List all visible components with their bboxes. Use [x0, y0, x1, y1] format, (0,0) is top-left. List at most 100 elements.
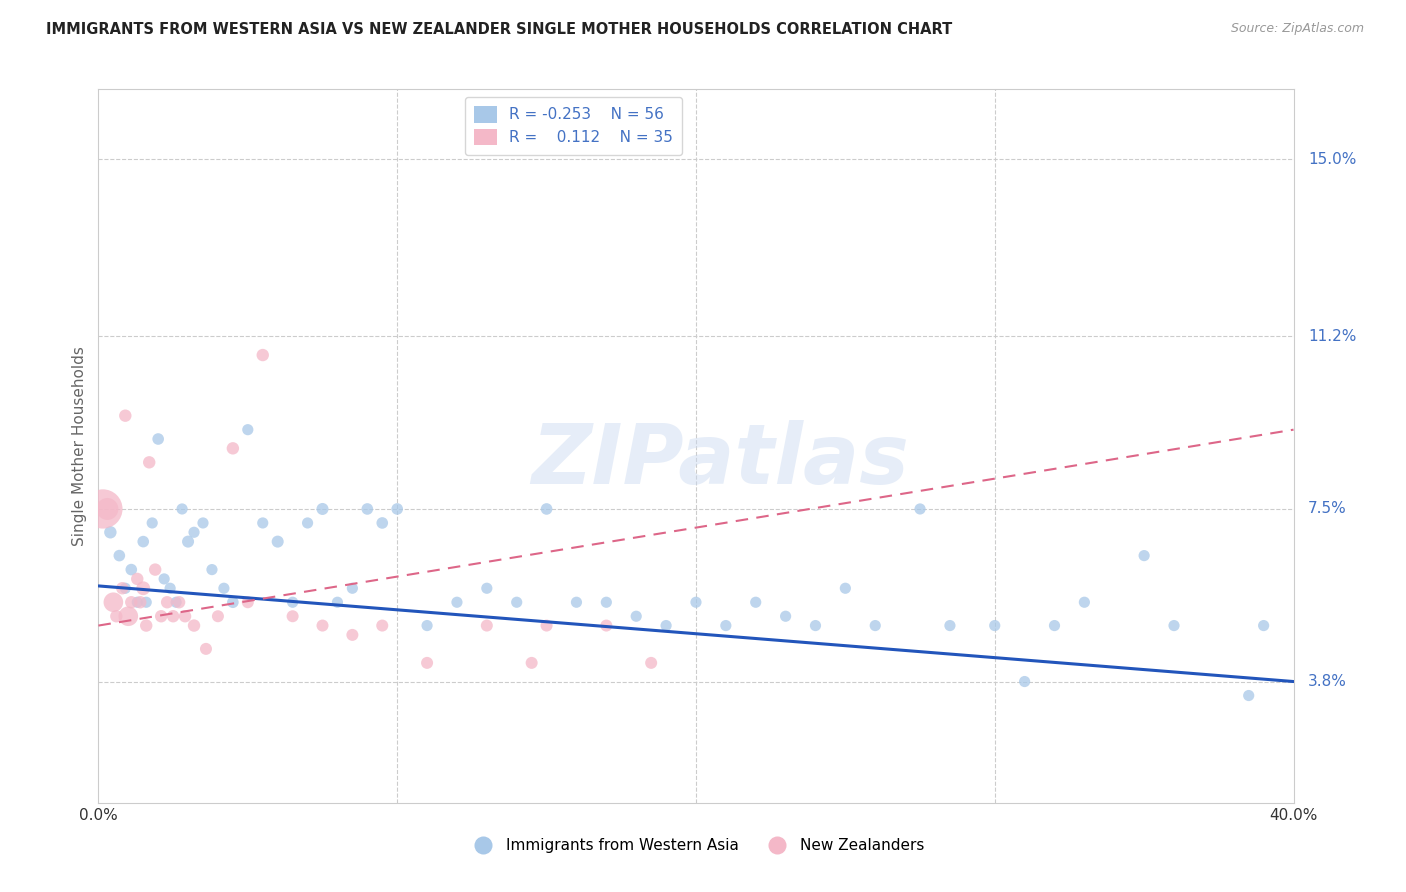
Point	[132, 581, 155, 595]
Point	[939, 618, 962, 632]
Point	[91, 502, 114, 516]
Point	[201, 563, 224, 577]
Point	[311, 502, 333, 516]
Point	[326, 595, 349, 609]
Point	[135, 595, 157, 609]
Point	[371, 618, 394, 632]
Point	[1163, 618, 1185, 632]
Point	[120, 595, 142, 609]
Point	[222, 595, 245, 609]
Text: ZIPatlas: ZIPatlas	[531, 420, 908, 500]
Point	[207, 609, 229, 624]
Point	[143, 563, 166, 577]
Point	[281, 595, 304, 609]
Point	[148, 432, 170, 446]
Point	[127, 595, 149, 609]
Point	[865, 618, 887, 632]
Point	[195, 641, 218, 656]
Point	[311, 618, 333, 632]
Point	[834, 581, 856, 595]
Point	[252, 516, 274, 530]
Text: 7.5%: 7.5%	[1308, 501, 1347, 516]
Y-axis label: Single Mother Households: Single Mother Households	[72, 346, 87, 546]
Point	[183, 525, 205, 540]
Point	[565, 595, 588, 609]
Point	[984, 618, 1007, 632]
Point	[1253, 618, 1275, 632]
Point	[520, 656, 543, 670]
Point	[1014, 674, 1036, 689]
Point	[252, 348, 274, 362]
Point	[536, 502, 558, 516]
Text: IMMIGRANTS FROM WESTERN ASIA VS NEW ZEALANDER SINGLE MOTHER HOUSEHOLDS CORRELATI: IMMIGRANTS FROM WESTERN ASIA VS NEW ZEAL…	[46, 22, 953, 37]
Point	[595, 595, 617, 609]
Point	[775, 609, 797, 624]
Point	[138, 455, 160, 469]
Point	[685, 595, 707, 609]
Point	[1073, 595, 1095, 609]
Point	[222, 442, 245, 456]
Point	[595, 618, 617, 632]
Point	[98, 525, 122, 540]
Point	[236, 423, 259, 437]
Point	[159, 581, 181, 595]
Point	[117, 609, 139, 624]
Point	[626, 609, 648, 624]
Text: 15.0%: 15.0%	[1308, 152, 1357, 167]
Point	[655, 618, 678, 632]
Point	[120, 563, 142, 577]
Point	[191, 516, 214, 530]
Point	[804, 618, 827, 632]
Point	[135, 618, 157, 632]
Point	[385, 502, 409, 516]
Point	[114, 581, 136, 595]
Point	[114, 409, 136, 423]
Text: Source: ZipAtlas.com: Source: ZipAtlas.com	[1230, 22, 1364, 36]
Point	[640, 656, 662, 670]
Point	[371, 516, 394, 530]
Point	[127, 572, 149, 586]
Point	[1133, 549, 1156, 563]
Point	[141, 516, 163, 530]
Point	[506, 595, 529, 609]
Point	[745, 595, 768, 609]
Point	[416, 618, 439, 632]
Point	[342, 628, 364, 642]
Point	[281, 609, 304, 624]
Point	[1237, 689, 1260, 703]
Point	[416, 656, 439, 670]
Point	[96, 502, 118, 516]
Point	[356, 502, 378, 516]
Point	[236, 595, 259, 609]
Point	[342, 581, 364, 595]
Point	[475, 618, 498, 632]
Point	[132, 534, 155, 549]
Point	[536, 618, 558, 632]
Point	[297, 516, 319, 530]
Point	[475, 581, 498, 595]
Point	[1043, 618, 1066, 632]
Point	[446, 595, 468, 609]
Point	[103, 595, 125, 609]
Point	[105, 609, 128, 624]
Point	[908, 502, 931, 516]
Point	[174, 609, 197, 624]
Legend: Immigrants from Western Asia, New Zealanders: Immigrants from Western Asia, New Zealan…	[461, 832, 931, 859]
Point	[714, 618, 737, 632]
Point	[165, 595, 187, 609]
Point	[177, 534, 200, 549]
Point	[153, 572, 176, 586]
Point	[129, 595, 152, 609]
Text: 11.2%: 11.2%	[1308, 329, 1357, 344]
Point	[162, 609, 184, 624]
Point	[212, 581, 235, 595]
Point	[108, 549, 131, 563]
Point	[267, 534, 290, 549]
Point	[172, 502, 194, 516]
Point	[156, 595, 179, 609]
Point	[111, 581, 134, 595]
Text: 3.8%: 3.8%	[1308, 674, 1347, 689]
Point	[167, 595, 190, 609]
Point	[150, 609, 173, 624]
Point	[183, 618, 205, 632]
